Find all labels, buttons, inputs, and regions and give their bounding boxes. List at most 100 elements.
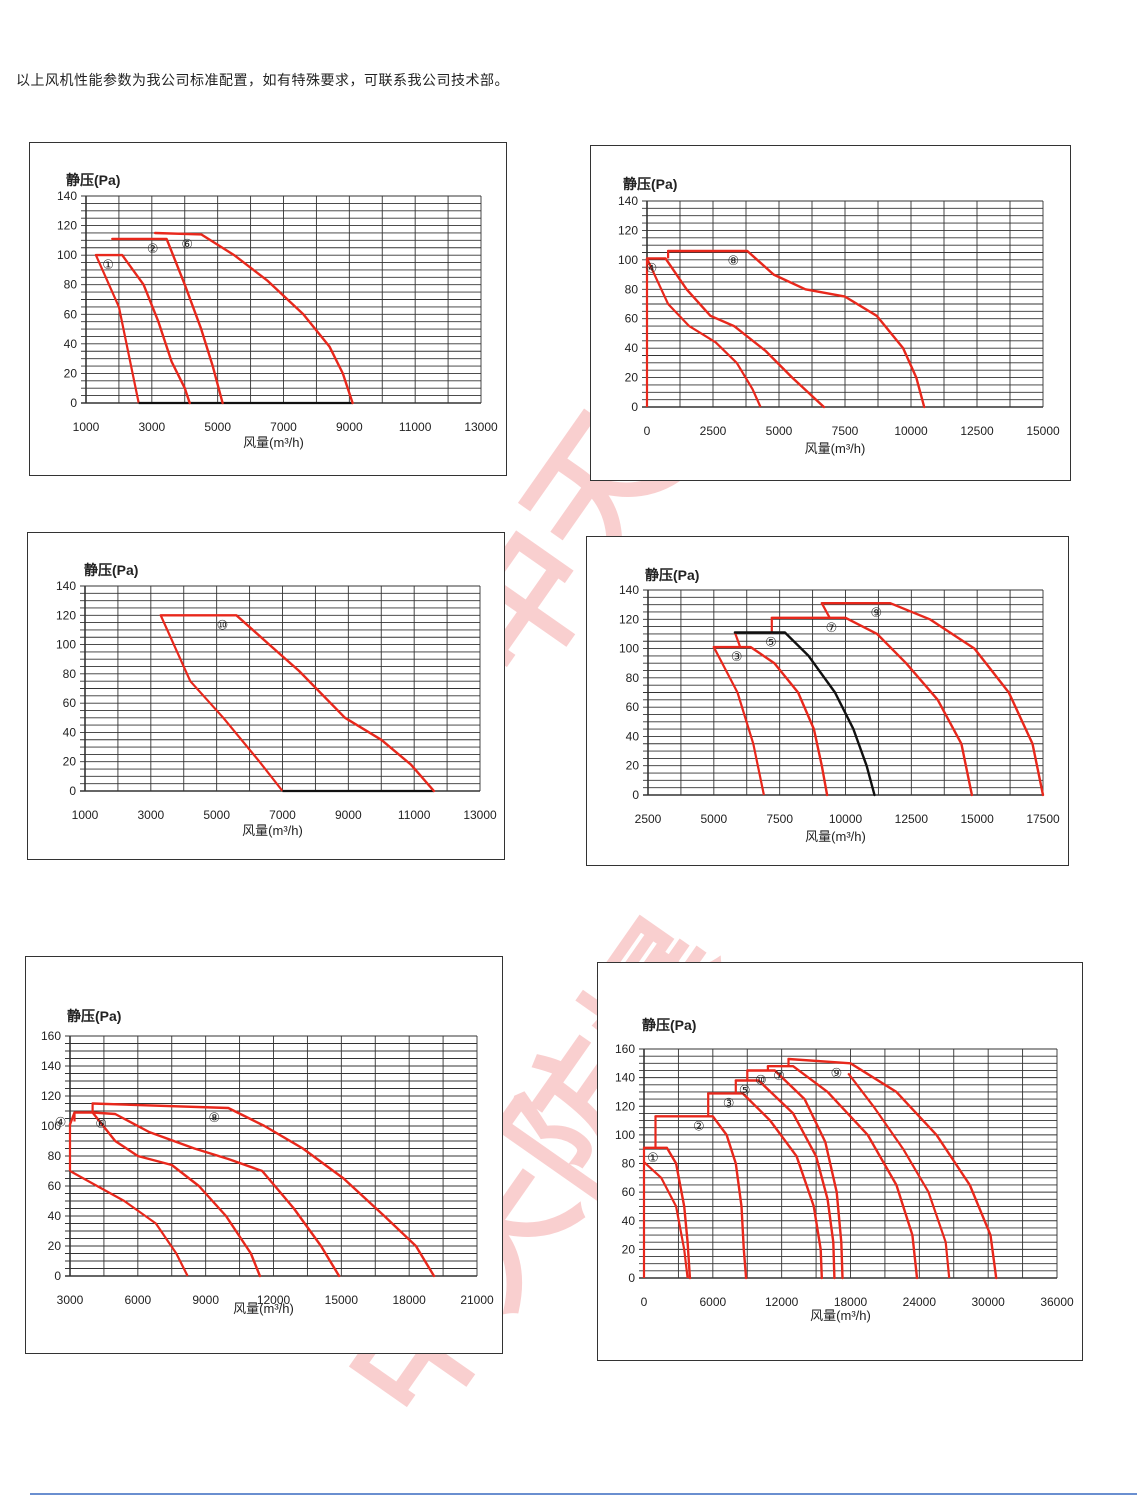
x-tick-label: 10000 (894, 424, 928, 438)
y-tick-label: 60 (625, 312, 639, 326)
series-line (706, 1092, 824, 1280)
series-label: ⑨ (831, 1065, 843, 1080)
chart-panel-3: 0 20 40 60 80 100 120 140 1000 3000 5000 7000 9000 11… (27, 532, 505, 860)
x-tick-label: 3000 (138, 420, 165, 434)
y-tick-label: 40 (626, 729, 640, 743)
y-tick-label: 60 (63, 696, 77, 710)
x-tick-label: 11000 (399, 420, 432, 434)
chart-svg-4: 0 20 40 60 80 100 120 140 2500 5000 7500 10000 12500… (619, 567, 1060, 844)
y-tick-label: 100 (615, 1128, 635, 1142)
y-tick-label: 140 (619, 583, 639, 597)
y-tick-label: 140 (618, 194, 638, 208)
series-label: ④ (646, 260, 658, 275)
y-axis-label: 静压(Pa) (66, 172, 120, 188)
y-tick-label: 80 (622, 1157, 636, 1171)
page-bottom-rule (30, 1493, 1137, 1495)
x-tick-label: 17500 (1026, 812, 1060, 826)
y-tick-label: 140 (615, 1071, 635, 1085)
x-tick-label: 15000 (1026, 424, 1060, 438)
series-label: ⑩ (755, 1072, 767, 1087)
series-line (770, 616, 974, 797)
series-line (91, 1111, 341, 1278)
x-tick-label: 1000 (72, 808, 99, 822)
y-axis-label: 静压(Pa) (642, 1017, 696, 1033)
x-tick-label: 7500 (832, 424, 859, 438)
series-label: ⑤ (739, 1082, 751, 1097)
x-tick-label: 0 (641, 1295, 648, 1309)
y-tick-label: 40 (64, 337, 78, 351)
y-tick-label: 40 (48, 1209, 62, 1223)
series-label: ⑥ (181, 236, 193, 251)
y-tick-label: 120 (619, 612, 639, 626)
series-label: ⑩ (217, 617, 229, 632)
y-tick-label: 0 (70, 396, 77, 410)
series-line (734, 1079, 836, 1280)
boundary-line (69, 1170, 189, 1277)
series-line (766, 1064, 919, 1280)
y-tick-label: 20 (48, 1239, 62, 1253)
series-label: ⑤ (765, 634, 777, 649)
x-tick-label: 13000 (463, 808, 497, 822)
x-axis-label: 风量(m³/h) (805, 441, 866, 456)
chart-svg-1: 0 20 40 60 80 100 120 140 1000 3000 5000 7000 9000 11… (57, 172, 498, 450)
y-tick-label: 0 (54, 1269, 61, 1283)
y-tick-label: 100 (618, 253, 638, 267)
y-axis-label: 静压(Pa) (84, 562, 138, 578)
series-line (654, 1115, 748, 1280)
chart-svg-3: 0 20 40 60 80 100 120 140 1000 3000 5000 7000 9000 11… (56, 562, 497, 838)
series-line (746, 1069, 844, 1280)
x-tick-label: 12000 (257, 1293, 291, 1307)
x-tick-label: 7000 (269, 808, 296, 822)
x-tick-label: 30000 (971, 1295, 1005, 1309)
x-axis-label: 风量(m³/h) (805, 829, 866, 844)
y-tick-label: 80 (64, 278, 78, 292)
series-line (642, 1146, 692, 1280)
x-tick-label: 3000 (137, 808, 164, 822)
series-label: ⑦ (773, 1068, 785, 1083)
y-tick-label: 120 (615, 1099, 635, 1113)
x-tick-label: 6000 (699, 1295, 726, 1309)
y-axis-label: 静压(Pa) (67, 1008, 121, 1024)
x-tick-label: 9000 (336, 420, 363, 434)
x-tick-label: 15000 (325, 1293, 359, 1307)
chart-svg-6: 0 20 40 60 80 100 120 140 160 0 6000 12000 18000 2400… (615, 1017, 1074, 1323)
x-tick-label: 12500 (895, 812, 929, 826)
x-tick-label: 7000 (270, 420, 297, 434)
chart-panel-1: 0 20 40 60 80 100 120 140 1000 3000 5000 7000 9000 11… (29, 142, 507, 476)
series-label: ① (102, 257, 114, 272)
y-tick-label: 160 (41, 1029, 61, 1043)
series-line (159, 614, 436, 793)
x-tick-label: 12000 (765, 1295, 799, 1309)
x-tick-label: 11000 (398, 808, 431, 822)
x-tick-label: 15000 (960, 812, 994, 826)
x-tick-label: 21000 (460, 1293, 494, 1307)
x-tick-label: 24000 (903, 1295, 937, 1309)
y-tick-label: 20 (626, 759, 640, 773)
boundary-line (847, 1072, 951, 1279)
boundary-line (94, 254, 140, 404)
x-axis-label: 风量(m³/h) (810, 1308, 871, 1323)
y-tick-label: 120 (56, 608, 76, 622)
y-tick-label: 0 (69, 784, 76, 798)
performance-note: 以上风机性能参数为我公司标准配置，如有特殊要求，可联系我公司技术部。 (16, 72, 509, 88)
x-tick-label: 3000 (57, 1293, 84, 1307)
x-axis-label: 风量(m³/h) (243, 435, 304, 450)
boundary-line (646, 257, 762, 408)
boundary-line (159, 614, 284, 792)
x-tick-label: 2500 (635, 812, 662, 826)
x-axis-label: 风量(m³/h) (233, 1301, 294, 1316)
chart-svg-5: 0 20 40 60 80 100 120 140 160 3000 6000 9000 12000 15… (41, 1008, 494, 1316)
boundary-line (643, 1161, 689, 1279)
y-tick-label: 0 (628, 1271, 635, 1285)
x-tick-label: 18000 (392, 1293, 426, 1307)
x-tick-label: 5000 (700, 812, 727, 826)
series-line (94, 253, 191, 405)
y-tick-label: 60 (64, 307, 78, 321)
y-tick-label: 120 (618, 223, 638, 237)
series-label: ③ (731, 649, 743, 664)
chart-svg-2: 0 20 40 60 80 100 120 140 0 2500 5000 7500 10000 1250… (618, 176, 1060, 456)
series-line (91, 1102, 436, 1278)
series-line (733, 631, 876, 797)
chart-panel-2: 0 20 40 60 80 100 120 140 0 2500 5000 7500 10000 1250… (590, 145, 1071, 481)
series-label: ⑥ (95, 1116, 107, 1131)
